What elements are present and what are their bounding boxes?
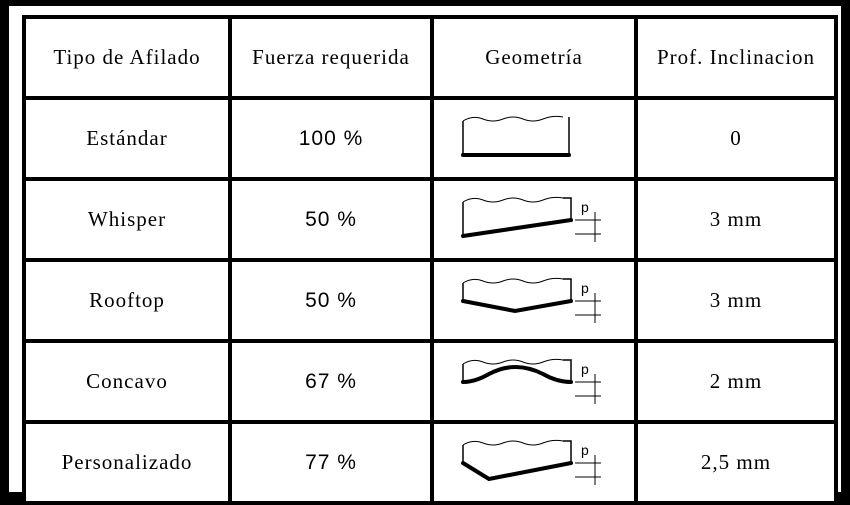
cell-geometria: p [430, 339, 638, 424]
blade-bottom-edge [461, 217, 573, 238]
cell-prof: 3 mm [634, 258, 838, 343]
cell-tipo: Concavo [22, 339, 232, 424]
header-geometria: Geometría [430, 15, 638, 100]
depth-label: p [581, 361, 590, 377]
table-row: Concavo 67 % p 2 mm [22, 339, 838, 424]
blade-bottom-edge [461, 460, 573, 481]
cell-tipo: Personalizado [22, 420, 232, 505]
blade-profile-custom: p [461, 439, 601, 485]
blade-top-edge [462, 439, 564, 445]
cell-tipo: Whisper [22, 177, 232, 262]
cell-geometria: p [430, 177, 638, 262]
cell-prof: 2,5 mm [634, 420, 838, 505]
depth-label: p [581, 280, 590, 296]
cell-tipo: Estándar [22, 96, 232, 181]
cell-geometria: p [430, 258, 638, 343]
header-row: Tipo de Afilado Fuerza requerida Geometr… [22, 15, 838, 100]
cell-geometria: p [430, 420, 638, 505]
cell-prof: 0 [634, 96, 838, 181]
cell-fuerza: 67 % [228, 339, 434, 424]
cell-fuerza: 50 % [228, 177, 434, 262]
depth-label: p [581, 199, 590, 215]
header-prof: Prof. Inclinacion [634, 15, 838, 100]
document-sheet: Tipo de Afilado Fuerza requerida Geometr… [9, 6, 841, 505]
cell-tipo: Rooftop [22, 258, 232, 343]
blade-top-edge [462, 115, 564, 121]
blade-top-edge [462, 358, 564, 364]
depth-label: p [581, 442, 590, 458]
sharpening-table: Tipo de Afilado Fuerza requerida Geometr… [22, 15, 838, 505]
cell-fuerza: 50 % [228, 258, 434, 343]
table-row: Estándar 100 % 0 [22, 96, 838, 181]
blade-profile-whisper: p [461, 196, 601, 242]
blade-bottom-edge [461, 364, 573, 384]
table-row: Personalizado 77 % p 2,5 mm [22, 420, 838, 505]
blade-top-edge [462, 196, 564, 202]
blade-top-edge [462, 277, 564, 283]
header-fuerza: Fuerza requerida [228, 15, 434, 100]
table-row: Rooftop 50 % p 3 mm [22, 258, 838, 343]
cell-geometria [430, 96, 638, 181]
table-body: Estándar 100 % 0 Whisper 50 % p 3 mm Rooftop 50 … [22, 96, 838, 505]
cell-prof: 3 mm [634, 177, 838, 262]
header-tipo: Tipo de Afilado [22, 15, 232, 100]
blade-profile-rooftop: p [461, 277, 601, 323]
cell-fuerza: 100 % [228, 96, 434, 181]
blade-profile-concave: p [461, 358, 601, 404]
cell-prof: 2 mm [634, 339, 838, 424]
blade-profile-standard [461, 115, 571, 157]
cell-fuerza: 77 % [228, 420, 434, 505]
blade-bottom-edge [461, 298, 573, 313]
table-row: Whisper 50 % p 3 mm [22, 177, 838, 262]
